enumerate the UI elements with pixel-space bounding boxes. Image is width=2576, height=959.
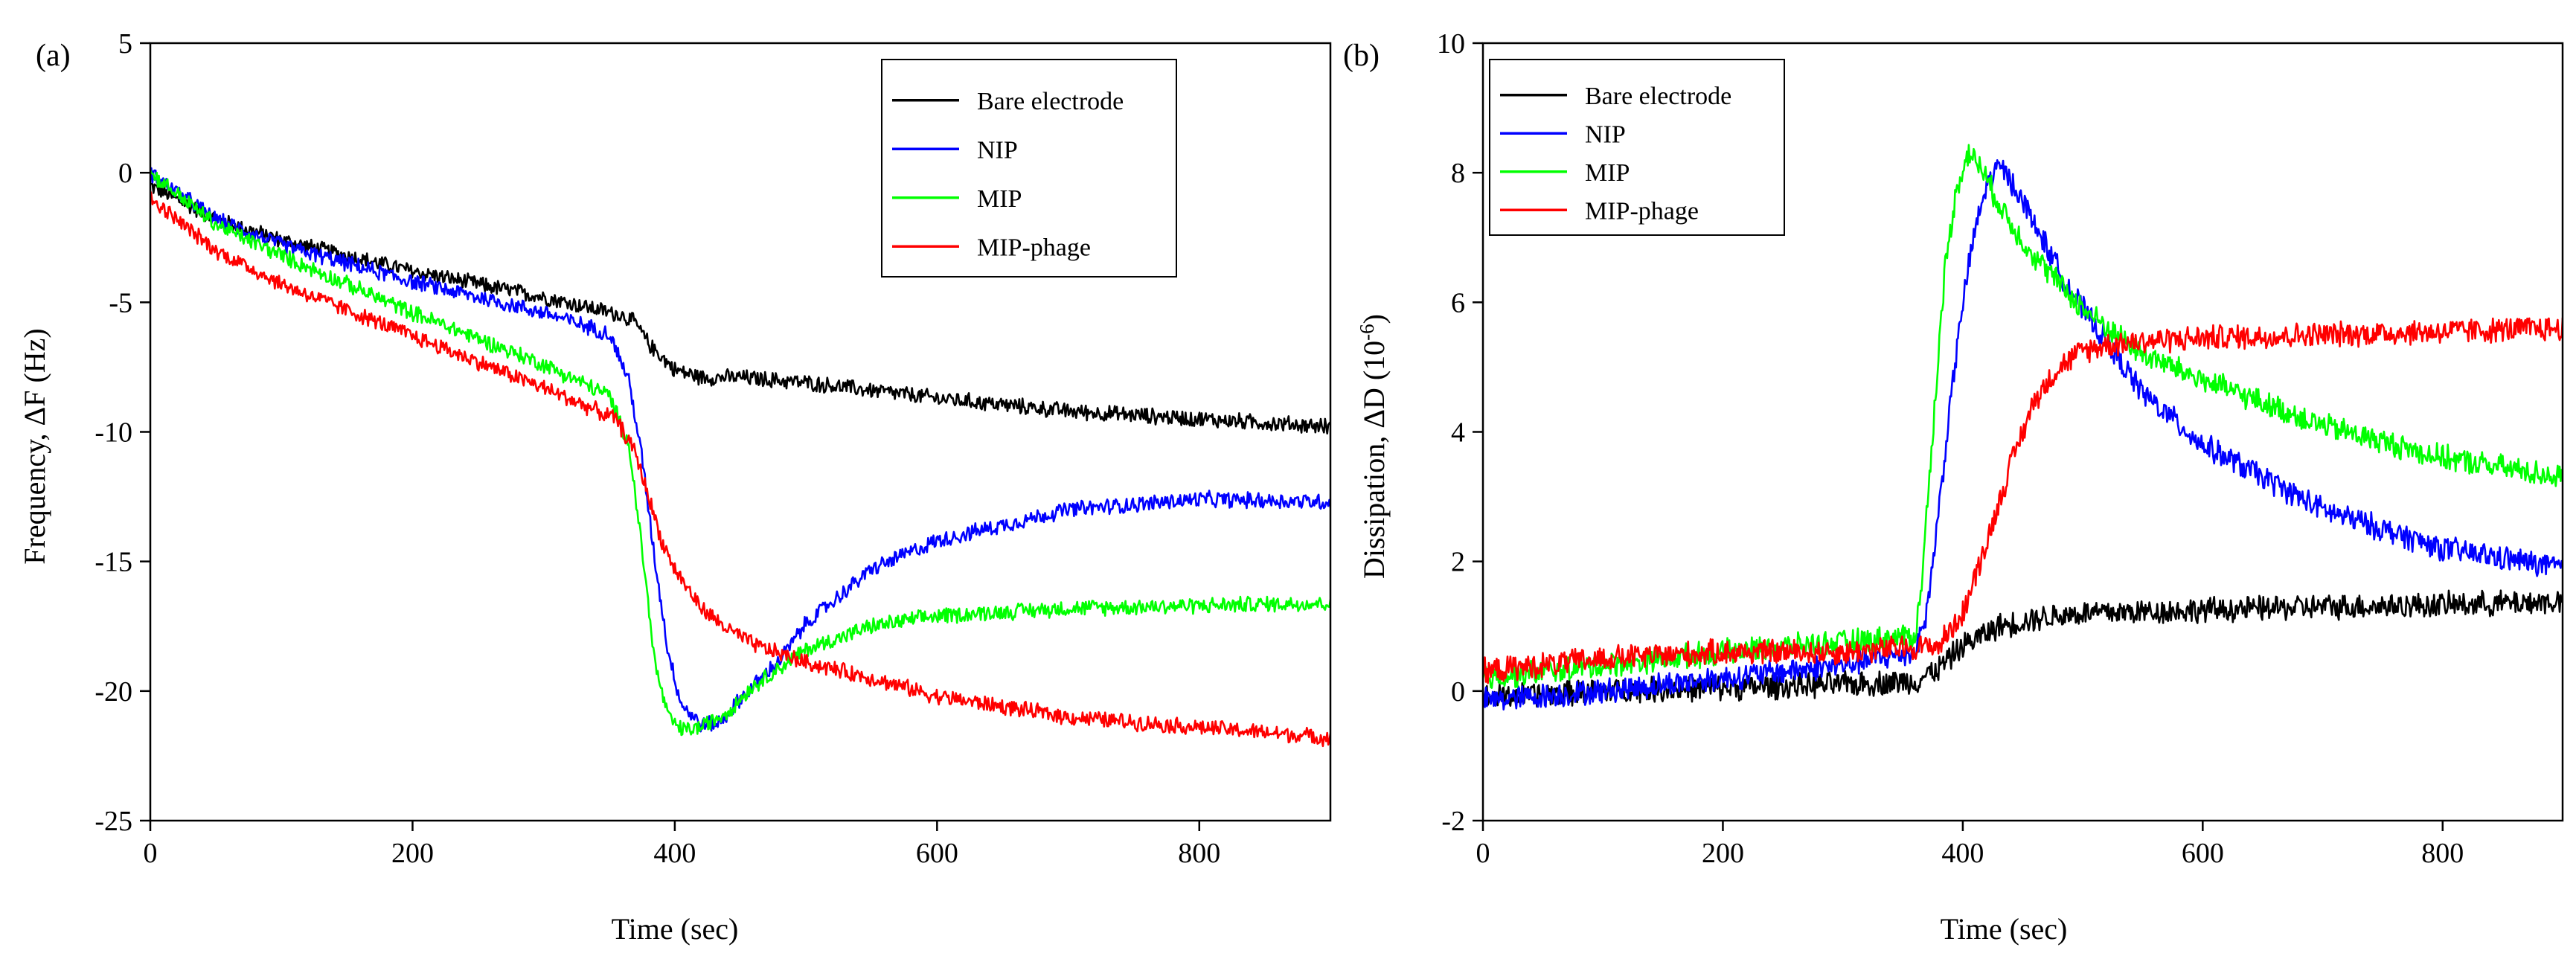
series-group <box>150 167 1330 748</box>
x-tick-label: 600 <box>2182 838 2224 869</box>
legend: Bare electrode NIP MIP MIP-phage <box>1489 59 1785 236</box>
panel-label: (b) <box>1343 39 1380 73</box>
y-axis-label: Frequency, ΔF (Hz) <box>18 328 51 564</box>
y-tick-label: 10 <box>1437 28 1465 60</box>
series-group <box>1483 144 2563 711</box>
series-line-bare-electrode <box>150 182 1330 434</box>
series-line-nip <box>1483 159 2563 711</box>
x-axis-label: Time (sec) <box>1941 912 2068 946</box>
y-tick-label: -5 <box>109 287 132 318</box>
x-tick-label: 200 <box>391 838 434 869</box>
y-tick-label: -25 <box>94 806 132 837</box>
series-line-bare-electrode <box>1483 589 2563 708</box>
series-line-mip-phage <box>150 190 1330 748</box>
series-line-mip <box>150 170 1330 737</box>
y-tick-label: 5 <box>118 28 132 60</box>
y-tick-label: -20 <box>94 676 132 708</box>
x-tick-label: 600 <box>916 838 958 869</box>
legend-label: NIP <box>1585 121 1626 148</box>
y-tick-label: -2 <box>1441 806 1465 837</box>
legend-label: NIP <box>977 136 1018 164</box>
panel-a: (a) Frequency, ΔF (Hz) Time (sec) 0 200 40… <box>18 28 1332 946</box>
panel-b: (b) Dissipation, ΔD (10-6) Time (sec) 0 2… <box>1343 28 2564 946</box>
y-axis-label: Dissipation, ΔD (10-6) <box>1356 314 1391 579</box>
y-tick-label: -10 <box>94 417 132 449</box>
legend-box <box>881 59 1177 278</box>
legend-label: Bare electrode <box>1585 83 1731 110</box>
plot-area: 0 200 400 600 800 -25 -20 -15 -10 -5 0 5 Bare electr… <box>94 28 1332 869</box>
legend-label: MIP <box>977 185 1022 213</box>
plot-area: 0 200 400 600 800 -2 0 2 4 6 8 10 Bare electrode NIP M… <box>1437 28 2564 869</box>
x-tick-label: 800 <box>2421 838 2464 869</box>
y-tick-label: 0 <box>1451 676 1465 708</box>
x-tick-label: 0 <box>1476 838 1490 869</box>
series-line-mip-phage <box>1483 317 2563 684</box>
legend: Bare electrode NIP MIP MIP-phage <box>881 59 1177 278</box>
x-tick-label: 0 <box>144 838 158 869</box>
legend-label: Bare electrode <box>977 88 1124 115</box>
x-tick-label: 800 <box>1178 838 1220 869</box>
y-tick-label: 4 <box>1451 417 1465 449</box>
legend-label: MIP-phage <box>977 234 1091 261</box>
y-tick-label: 8 <box>1451 158 1465 189</box>
x-tick-label: 400 <box>1941 838 1984 869</box>
legend-label: MIP-phage <box>1585 197 1699 225</box>
x-tick-label: 400 <box>653 838 696 869</box>
y-tick-label: 2 <box>1451 547 1465 578</box>
y-tick-label: 6 <box>1451 287 1465 318</box>
x-axis-label: Time (sec) <box>612 912 739 946</box>
legend-box <box>1489 59 1785 236</box>
y-tick-label: -15 <box>94 547 132 578</box>
x-tick-label: 200 <box>1702 838 1744 869</box>
y-tick-label: 0 <box>118 158 132 189</box>
legend-label: MIP <box>1585 159 1630 187</box>
panel-label: (a) <box>36 39 71 73</box>
